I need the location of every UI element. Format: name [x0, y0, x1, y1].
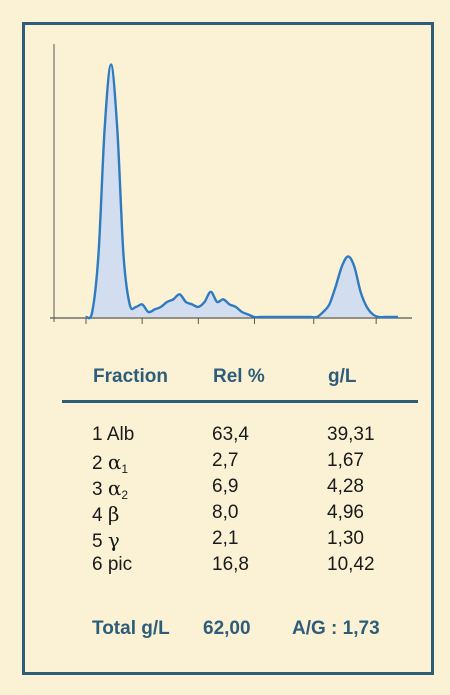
fraction-subscript: 1: [121, 462, 129, 476]
table-header: Fraction Rel % g/L: [0, 366, 450, 390]
fraction-name: β: [107, 502, 120, 526]
fraction-number: 4: [92, 505, 103, 526]
fraction-cell: 4 β: [92, 502, 119, 527]
fraction-number: 3: [92, 479, 103, 500]
summary-footer: Total g/L 62,00 A/G : 1,73: [0, 618, 450, 644]
fraction-cell: 1 Alb: [92, 424, 134, 446]
rel-cell: 2,1: [212, 528, 239, 549]
fraction-number: 5: [92, 531, 103, 552]
rel-cell: 6,9: [212, 476, 239, 497]
header-g-per-l: g/L: [328, 366, 357, 387]
rel-cell: 63,4: [212, 424, 249, 445]
ag-ratio: A/G : 1,73: [292, 618, 380, 639]
gl-cell: 4,28: [327, 476, 364, 497]
gl-cell: 1,67: [327, 450, 364, 471]
gl-cell: 1,30: [327, 528, 364, 549]
fraction-name: pic: [107, 554, 133, 575]
rel-cell: 2,7: [212, 450, 239, 471]
fraction-name: γ: [107, 528, 120, 552]
fraction-number: 2: [92, 453, 103, 474]
fraction-name: α: [107, 476, 122, 500]
fraction-name: Alb: [106, 424, 135, 445]
gl-cell: 4,96: [327, 502, 364, 523]
table-row: 4 β 8,0 4,96: [0, 502, 450, 527]
electrophoresis-chart: [50, 44, 412, 324]
fraction-cell: 6 pic: [92, 554, 132, 576]
fraction-cell: 3 α2: [92, 476, 129, 502]
fraction-subscript: 2: [121, 488, 129, 502]
fraction-number: 6: [92, 554, 103, 575]
gl-cell: 39,31: [327, 424, 375, 445]
total-value: 62,00: [203, 618, 251, 639]
table-row: 3 α2 6,9 4,28: [0, 476, 450, 502]
fraction-cell: 2 α1: [92, 450, 129, 476]
header-fraction: Fraction: [93, 366, 168, 387]
table-row: 1 Alb 63,4 39,31: [0, 424, 450, 446]
header-divider: [62, 400, 418, 403]
fraction-name: α: [107, 450, 122, 474]
rel-cell: 16,8: [212, 554, 249, 575]
curve-line: [84, 63, 398, 320]
total-label: Total g/L: [92, 618, 170, 639]
table-row: 5 γ 2,1 1,30: [0, 528, 450, 553]
curve-area-fill: [86, 64, 398, 319]
fraction-cell: 5 γ: [92, 528, 120, 553]
table-row: 6 pic 16,8 10,42: [0, 554, 450, 576]
rel-cell: 8,0: [212, 502, 239, 523]
table-row: 2 α1 2,7 1,67: [0, 450, 450, 476]
header-rel-percent: Rel %: [213, 366, 265, 387]
gl-cell: 10,42: [327, 554, 375, 575]
fraction-number: 1: [92, 424, 103, 445]
card-frame: [22, 22, 434, 675]
